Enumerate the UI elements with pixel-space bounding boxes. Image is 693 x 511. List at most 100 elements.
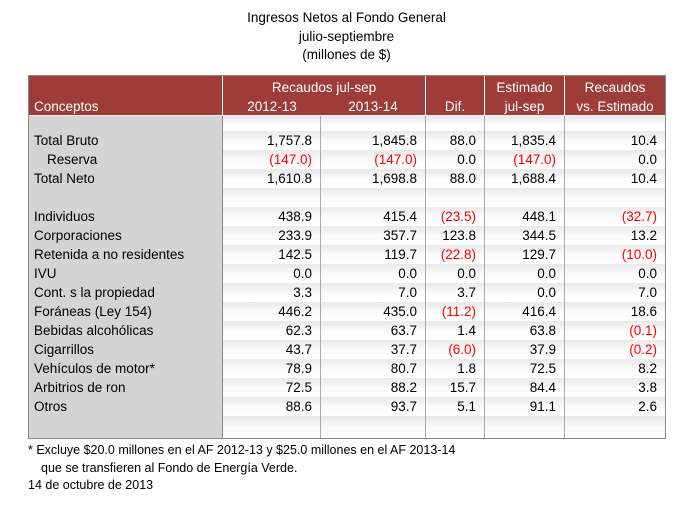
value-cell: (147.0) bbox=[485, 150, 565, 169]
value-cell bbox=[321, 188, 426, 207]
value-cell: 10.4 bbox=[565, 131, 665, 150]
concept-cell bbox=[29, 416, 223, 438]
value-cell: 1.4 bbox=[426, 321, 485, 340]
header-row-columns: Conceptos 2012-13 2013-14 Dif. jul-sep v… bbox=[29, 96, 665, 116]
value-cell: 0.0 bbox=[321, 264, 426, 283]
value-cell bbox=[321, 416, 426, 438]
value-cell: 5.1 bbox=[426, 397, 485, 416]
value-cell: 7.0 bbox=[565, 283, 665, 302]
value-cell bbox=[565, 116, 665, 131]
concept-cell bbox=[29, 116, 223, 131]
table-row: Foráneas (Ley 154) 446.2 435.0 (11.2) 416.4 1… bbox=[29, 302, 665, 321]
table-row: IVU 0.0 0.0 0.0 0.0 0.0 bbox=[29, 264, 665, 283]
value-cell: (0.2) bbox=[565, 340, 665, 359]
concept-cell: Retenida a no residentes bbox=[29, 245, 223, 264]
header-group-recaudos: Recaudos jul-sep bbox=[223, 76, 426, 96]
value-cell: 88.0 bbox=[426, 169, 485, 188]
value-cell: 1,757.8 bbox=[223, 131, 321, 150]
footnote-line-1: * Excluye $20.0 millones en el AF 2012-1… bbox=[28, 443, 456, 457]
value-cell: (23.5) bbox=[426, 207, 485, 226]
title-line-2: julio-septiembre bbox=[298, 28, 395, 44]
value-cell: 1.8 bbox=[426, 359, 485, 378]
value-cell: 357.7 bbox=[321, 226, 426, 245]
concept-cell: Corporaciones bbox=[29, 226, 223, 245]
value-cell: 37.9 bbox=[485, 340, 565, 359]
value-cell bbox=[223, 188, 321, 207]
value-cell: 18.6 bbox=[565, 302, 665, 321]
value-cell: 119.7 bbox=[321, 245, 426, 264]
value-cell: 1,845.8 bbox=[321, 131, 426, 150]
value-cell: 1,610.8 bbox=[223, 169, 321, 188]
concept-cell: Foráneas (Ley 154) bbox=[29, 302, 223, 321]
value-cell: 88.6 bbox=[223, 397, 321, 416]
value-cell: 435.0 bbox=[321, 302, 426, 321]
footnote: * Excluye $20.0 millones en el AF 2012-1… bbox=[28, 441, 455, 477]
value-cell: (0.1) bbox=[565, 321, 665, 340]
value-cell: 415.4 bbox=[321, 207, 426, 226]
revenue-table: Recaudos jul-sep Estimado Recaudos Conce… bbox=[28, 75, 666, 439]
value-cell: 1,835.4 bbox=[485, 131, 565, 150]
value-cell: 0.0 bbox=[426, 150, 485, 169]
value-cell: 3.3 bbox=[223, 283, 321, 302]
table-row: Otros 88.6 93.7 5.1 91.1 2.6 bbox=[29, 397, 665, 416]
title-line-3: (millones de $) bbox=[302, 47, 391, 62]
value-cell: 0.0 bbox=[223, 264, 321, 283]
concept-cell: Total Bruto bbox=[29, 131, 223, 150]
value-cell: (11.2) bbox=[426, 302, 485, 321]
header-recaudos-top: Recaudos bbox=[565, 76, 665, 96]
value-cell: 8.2 bbox=[565, 359, 665, 378]
value-cell: 88.2 bbox=[321, 378, 426, 397]
value-cell: 72.5 bbox=[485, 359, 565, 378]
table-row: Retenida a no residentes 142.5 119.7 (22.8)… bbox=[29, 245, 665, 264]
header-col-vs-estimado: vs. Estimado bbox=[565, 96, 665, 116]
value-cell: 93.7 bbox=[321, 397, 426, 416]
value-cell: 0.0 bbox=[565, 150, 665, 169]
value-cell: 84.4 bbox=[485, 378, 565, 397]
value-cell: 37.7 bbox=[321, 340, 426, 359]
table-row: Cigarrillos 43.7 37.7 (6.0) 37.9 (0.2) bbox=[29, 340, 665, 359]
value-cell: (32.7) bbox=[565, 207, 665, 226]
header-col-jul-sep: jul-sep bbox=[485, 96, 565, 116]
concept-cell: Individuos bbox=[29, 207, 223, 226]
value-cell: 0.0 bbox=[485, 283, 565, 302]
table-row: Corporaciones 233.9 357.7 123.8 344.5 13.2 bbox=[29, 226, 665, 245]
header-row-group: Recaudos jul-sep Estimado Recaudos bbox=[29, 76, 665, 96]
value-cell: 1,688.4 bbox=[485, 169, 565, 188]
table-row: Arbitrios de ron 72.5 88.2 15.7 84.4 3.8 bbox=[29, 378, 665, 397]
table-row: Reserva (147.0) (147.0) 0.0 (147.0) 0.0 bbox=[29, 150, 665, 169]
value-cell bbox=[565, 416, 665, 438]
concept-cell: Total Neto bbox=[29, 169, 223, 188]
value-cell: 0.0 bbox=[485, 264, 565, 283]
value-cell bbox=[223, 116, 321, 131]
value-cell bbox=[223, 416, 321, 438]
value-cell bbox=[485, 188, 565, 207]
value-cell: 10.4 bbox=[565, 169, 665, 188]
header-conceptos: Conceptos bbox=[29, 96, 223, 116]
value-cell: (10.0) bbox=[565, 245, 665, 264]
header-estimado-top: Estimado bbox=[485, 76, 565, 96]
table-row: Bebidas alcohólicas 62.3 63.7 1.4 63.8 (0.1) bbox=[29, 321, 665, 340]
concept-cell: IVU bbox=[29, 264, 223, 283]
table-spacer-row bbox=[29, 116, 665, 131]
concept-cell: Bebidas alcohólicas bbox=[29, 321, 223, 340]
value-cell: 13.2 bbox=[565, 226, 665, 245]
value-cell: 43.7 bbox=[223, 340, 321, 359]
value-cell: 416.4 bbox=[485, 302, 565, 321]
table-row: Cont. s la propiedad 3.3 7.0 3.7 0.0 7.0 bbox=[29, 283, 665, 302]
header-col-dif: Dif. bbox=[426, 96, 485, 116]
concept-cell: Cont. s la propiedad bbox=[29, 283, 223, 302]
report-date: 14 de octubre de 2013 bbox=[28, 478, 154, 492]
value-cell: 91.1 bbox=[485, 397, 565, 416]
table-row: Total Bruto 1,757.8 1,845.8 88.0 1,835.4 10.4 bbox=[29, 131, 665, 150]
concept-cell: Cigarrillos bbox=[29, 340, 223, 359]
value-cell: 142.5 bbox=[223, 245, 321, 264]
value-cell: (6.0) bbox=[426, 340, 485, 359]
concept-cell bbox=[29, 188, 223, 207]
value-cell: 1,698.8 bbox=[321, 169, 426, 188]
value-cell: 438.9 bbox=[223, 207, 321, 226]
value-cell: 78.9 bbox=[223, 359, 321, 378]
header-spacer-conceptos bbox=[29, 76, 223, 96]
table-row: Total Neto 1,610.8 1,698.8 88.0 1,688.4 10.4 bbox=[29, 169, 665, 188]
value-cell bbox=[565, 188, 665, 207]
concept-cell: Vehículos de motor* bbox=[29, 359, 223, 378]
